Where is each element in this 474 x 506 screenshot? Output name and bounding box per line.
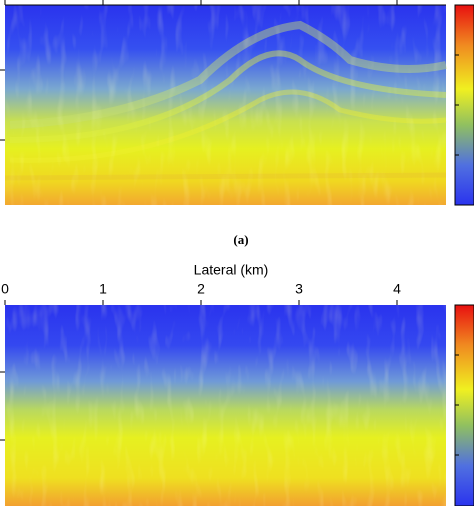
panel-a-image: [4, 5, 447, 205]
x-axis-label: Lateral (km): [194, 262, 269, 278]
panel-b-image: [5, 305, 446, 506]
x-tick-label: 3: [295, 281, 303, 297]
x-tick-label: 4: [393, 281, 401, 297]
x-tick-label: 1: [99, 281, 107, 297]
x-tick-label: 0: [1, 281, 9, 297]
colorbar-ticks: [455, 54, 459, 156]
colorbar-ticks: [455, 354, 459, 456]
caption: (a): [233, 232, 248, 247]
x-tick-label: 2: [197, 281, 205, 297]
